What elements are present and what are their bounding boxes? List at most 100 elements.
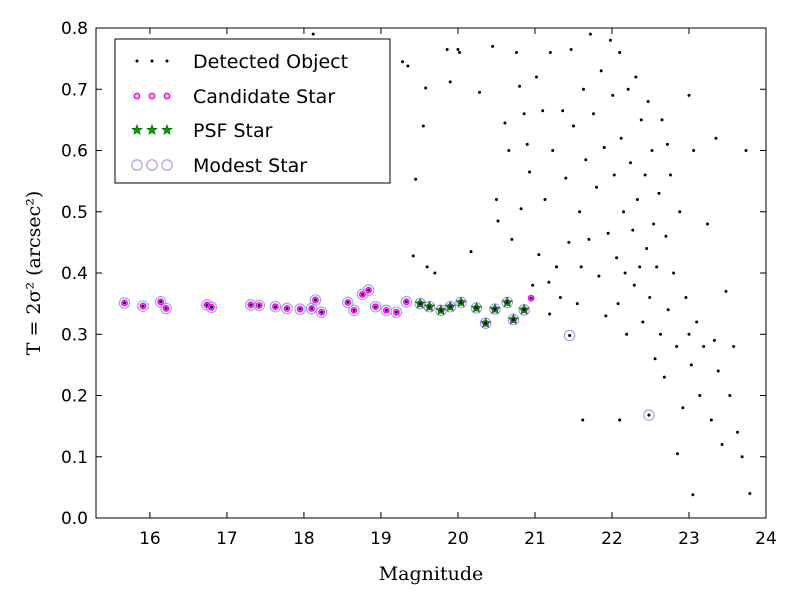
y-tick-label: 0.2	[61, 387, 88, 407]
candidate-star-point	[272, 303, 279, 311]
detected-object-point	[313, 298, 317, 302]
y-tick-label: 0.3	[61, 325, 88, 345]
detected-object-point	[615, 256, 619, 260]
candidate-star-point	[372, 303, 379, 311]
detected-object-point	[448, 80, 452, 84]
detected-object-point	[662, 375, 666, 379]
y-tick-label: 0.1	[61, 448, 88, 468]
detected-object-point	[623, 271, 627, 275]
detected-object-point	[716, 369, 720, 373]
modest-star-point	[356, 288, 369, 301]
detected-object-point	[564, 176, 568, 180]
candidate-star-point	[139, 302, 147, 310]
candidate-star-point	[255, 302, 263, 309]
detected-object-point	[665, 142, 669, 146]
legend-marker	[148, 92, 156, 100]
detected-object-point	[311, 32, 315, 36]
detected-object-point	[439, 308, 443, 312]
detected-object-point	[599, 69, 603, 73]
detected-object-point	[631, 228, 635, 232]
detected-object-point	[687, 332, 691, 336]
y-tick-label: 0.5	[61, 203, 88, 223]
modest-star-point	[309, 294, 322, 306]
detected-object-point	[602, 145, 606, 149]
detected-object-point	[724, 289, 728, 293]
y-tick-label: 0.4	[61, 264, 88, 284]
detected-object-point	[456, 47, 460, 51]
detected-object-point	[705, 222, 709, 226]
detected-object-point	[675, 345, 679, 348]
legend-marker	[131, 123, 143, 135]
legend-marker	[165, 59, 169, 63]
detected-object-point	[579, 265, 583, 269]
detected-object-point	[657, 191, 661, 195]
x-tick-label: 16	[139, 529, 161, 549]
detected-object-point	[714, 136, 718, 140]
detected-object-point	[597, 274, 601, 278]
detected-object-point	[658, 332, 662, 336]
modest-star-point	[342, 296, 354, 309]
detected-object-point	[732, 345, 736, 348]
candidate-star-point	[208, 303, 215, 311]
detected-object-point	[493, 307, 497, 311]
detected-object-point	[411, 254, 415, 258]
detected-object-point	[548, 51, 552, 54]
detected-object-point	[249, 303, 253, 307]
detected-object-point	[681, 406, 685, 410]
detected-object-point	[374, 305, 378, 309]
detected-object-point	[445, 47, 449, 51]
detected-object-point	[641, 320, 645, 324]
detected-object-point	[646, 100, 650, 103]
modest-star-point	[315, 306, 328, 318]
legend-frame	[114, 38, 391, 184]
detected-object-point	[448, 305, 452, 309]
legend-marker	[135, 59, 139, 63]
candidate-star-point	[312, 296, 319, 304]
modest-star-point	[160, 302, 172, 315]
detected-object-point	[672, 271, 676, 275]
candidate-star-point	[382, 306, 390, 314]
detected-object-point	[531, 283, 535, 287]
modest-star-point	[563, 329, 576, 342]
detected-object-point	[578, 210, 582, 214]
detected-object-point	[457, 51, 461, 54]
detected-object-point	[669, 173, 673, 177]
legend-entry: Candidate Star	[133, 86, 335, 108]
modest-star-point	[390, 306, 403, 318]
candidate-star-point	[344, 298, 352, 306]
detected-object-point	[510, 237, 514, 241]
detected-object-point	[367, 288, 371, 292]
detected-object-point	[404, 300, 408, 304]
legend-marker	[150, 59, 154, 63]
candidate-star-point	[392, 308, 400, 316]
detected-object-point	[736, 430, 740, 434]
detected-object-point	[561, 109, 565, 113]
candidate-star-point	[283, 305, 291, 312]
detected-object-point	[684, 296, 688, 299]
x-tick-label: 17	[216, 529, 238, 549]
x-axis-label: Magnitude	[379, 563, 484, 585]
detected-object-point	[569, 47, 573, 51]
detected-object-point	[205, 303, 209, 307]
legend-marker	[161, 159, 173, 171]
detected-object-point	[581, 418, 585, 422]
detected-object-point	[652, 222, 656, 226]
detected-object-point	[522, 308, 526, 312]
detected-object-point	[507, 149, 511, 152]
detected-object-point	[675, 452, 679, 456]
detected-object-point	[634, 75, 638, 79]
modest-star-point	[369, 300, 382, 313]
detected-object-point	[611, 93, 615, 97]
detected-object-point	[535, 75, 539, 79]
legend-entry: Detected Object	[135, 51, 348, 73]
legend-label: PSF Star	[193, 120, 273, 142]
detected-object-point	[709, 418, 713, 422]
detected-object-point	[491, 44, 495, 48]
detected-object-point	[505, 300, 509, 304]
detected-object-point	[666, 308, 670, 312]
detected-object-point	[418, 302, 422, 306]
candidate-star-point	[308, 305, 316, 312]
x-tick-label: 22	[601, 529, 623, 549]
legend-items: Detected Object Candidate Star PSF Star Mod…	[131, 51, 348, 177]
